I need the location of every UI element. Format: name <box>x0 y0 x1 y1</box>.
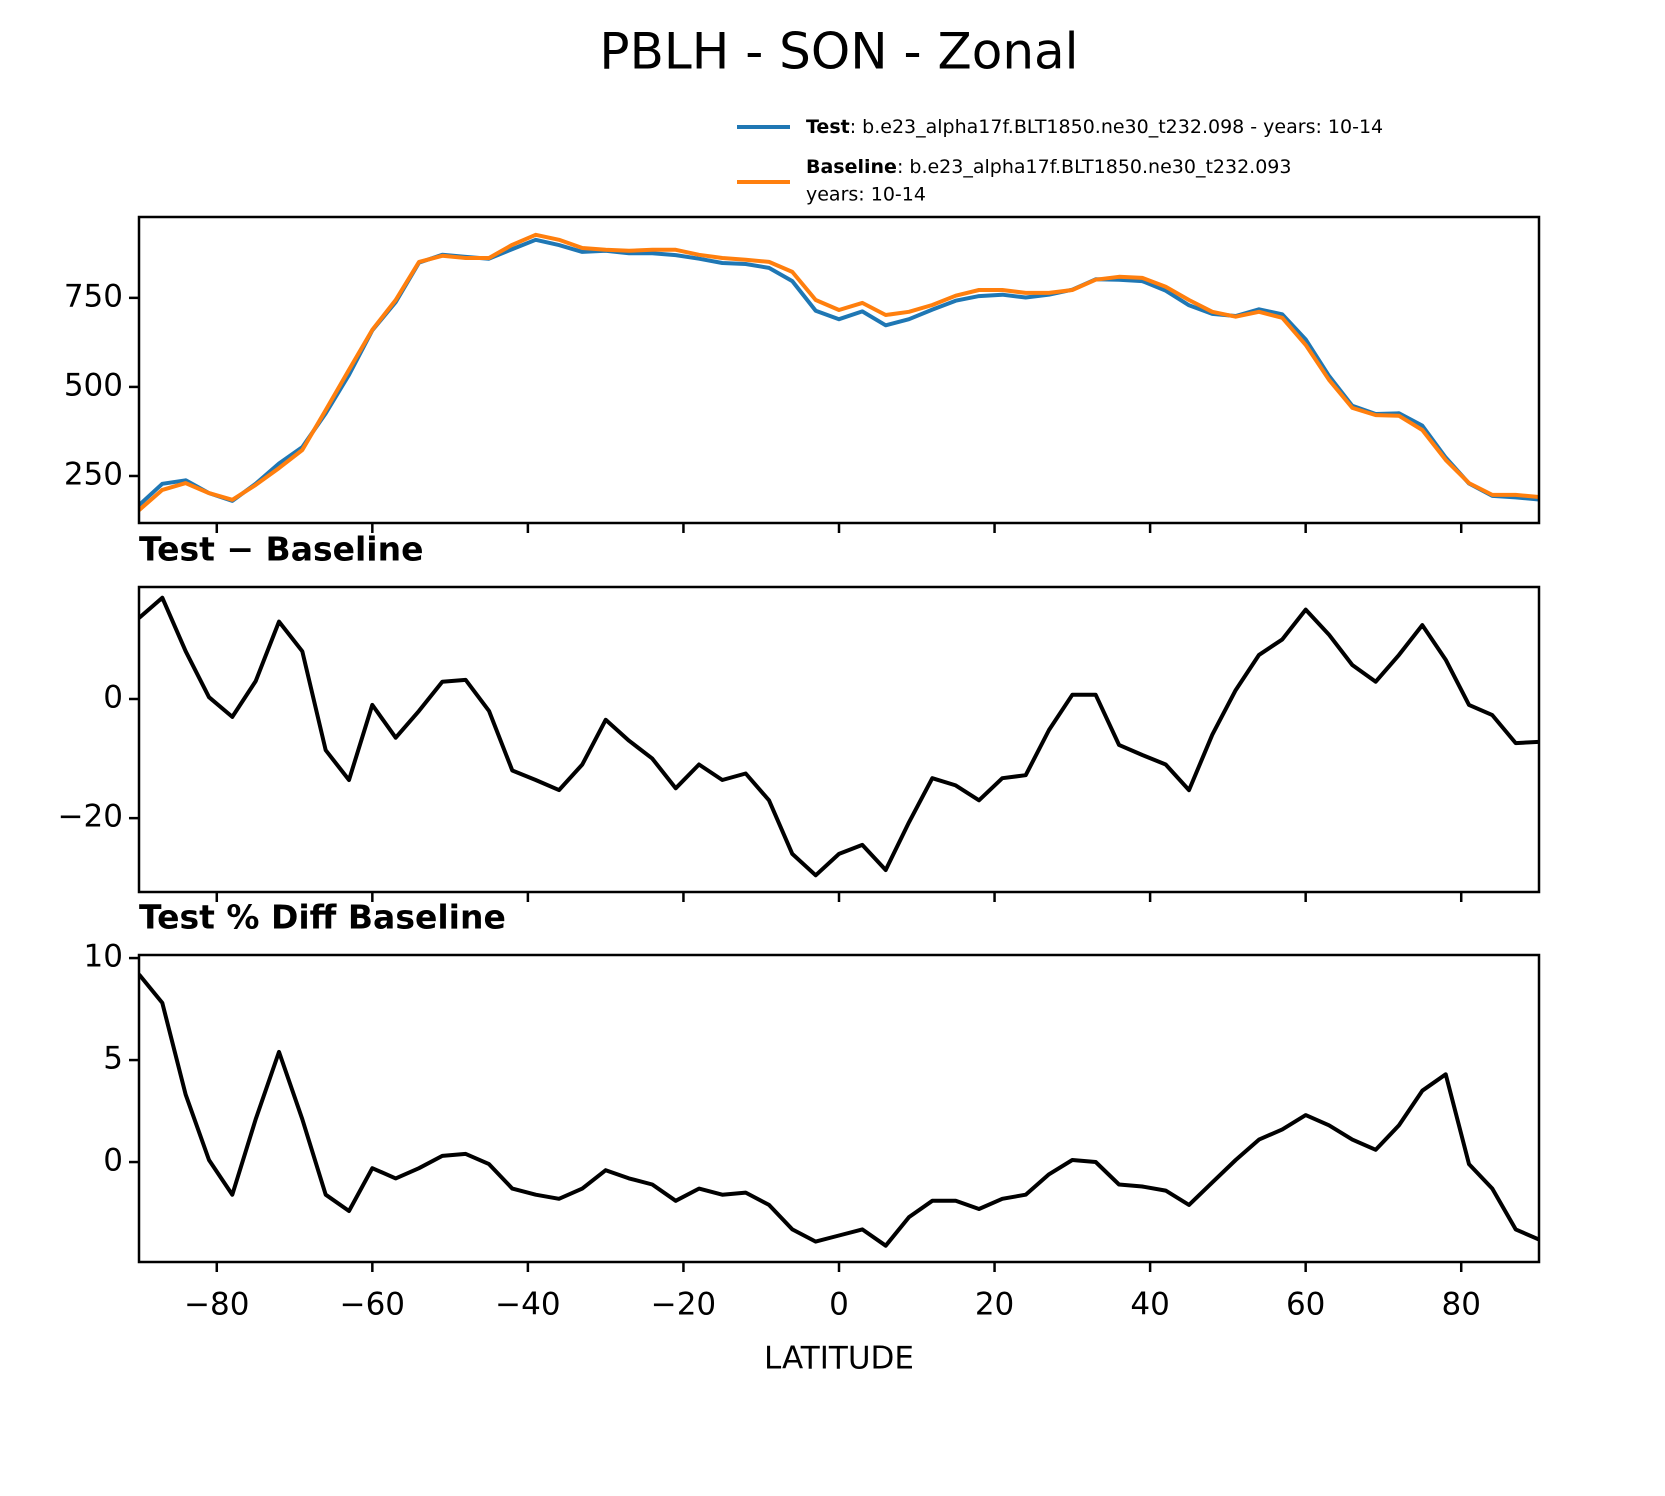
x-tick-label: 80 <box>1441 1287 1480 1323</box>
series-line <box>139 973 1539 1248</box>
panel-title: Test % Diff Baseline <box>139 898 506 937</box>
x-tick-label: 0 <box>829 1287 849 1323</box>
plot-area <box>139 232 1539 512</box>
panel-title: Test − Baseline <box>139 530 424 569</box>
y-tick-label: 500 <box>64 367 123 403</box>
x-tick-label: −60 <box>340 1287 405 1323</box>
y-tick-label: 0 <box>103 679 123 715</box>
y-tick-label: 5 <box>103 1041 123 1077</box>
x-tick-label: −80 <box>184 1287 249 1323</box>
x-tick-label: −20 <box>651 1287 716 1323</box>
legend-label: Baseline: b.e23_alpha17f.BLT1850.ne30_t2… <box>806 156 1291 178</box>
x-tick-label: 60 <box>1286 1287 1325 1323</box>
x-axis-label: LATITUDE <box>764 1341 914 1377</box>
y-tick-label: 0 <box>103 1143 123 1179</box>
plot-area <box>139 973 1539 1248</box>
series-line <box>139 595 1539 878</box>
figure-title: PBLH - SON - Zonal <box>599 23 1078 81</box>
y-tick-label: 10 <box>84 939 123 975</box>
legend-name: Baseline <box>806 156 897 178</box>
axes-frame <box>137 953 1541 1264</box>
series-line <box>139 232 1539 512</box>
x-tick-label: 20 <box>975 1287 1014 1323</box>
legend-label: Test: b.e23_alpha17f.BLT1850.ne30_t232.0… <box>806 116 1383 138</box>
x-tick-label: −40 <box>495 1287 560 1323</box>
x-tick-label: 40 <box>1130 1287 1169 1323</box>
legend-description: years: 10-14 <box>806 184 926 206</box>
legend-name: Test <box>806 116 850 138</box>
plot-area <box>139 595 1539 878</box>
legend-description: : b.e23_alpha17f.BLT1850.ne30_t232.093 <box>897 156 1292 178</box>
legend-description: : b.e23_alpha17f.BLT1850.ne30_t232.098 -… <box>850 116 1383 138</box>
y-tick-label: −20 <box>58 799 123 835</box>
y-tick-label: 750 <box>64 278 123 314</box>
y-tick-label: 250 <box>64 456 123 492</box>
